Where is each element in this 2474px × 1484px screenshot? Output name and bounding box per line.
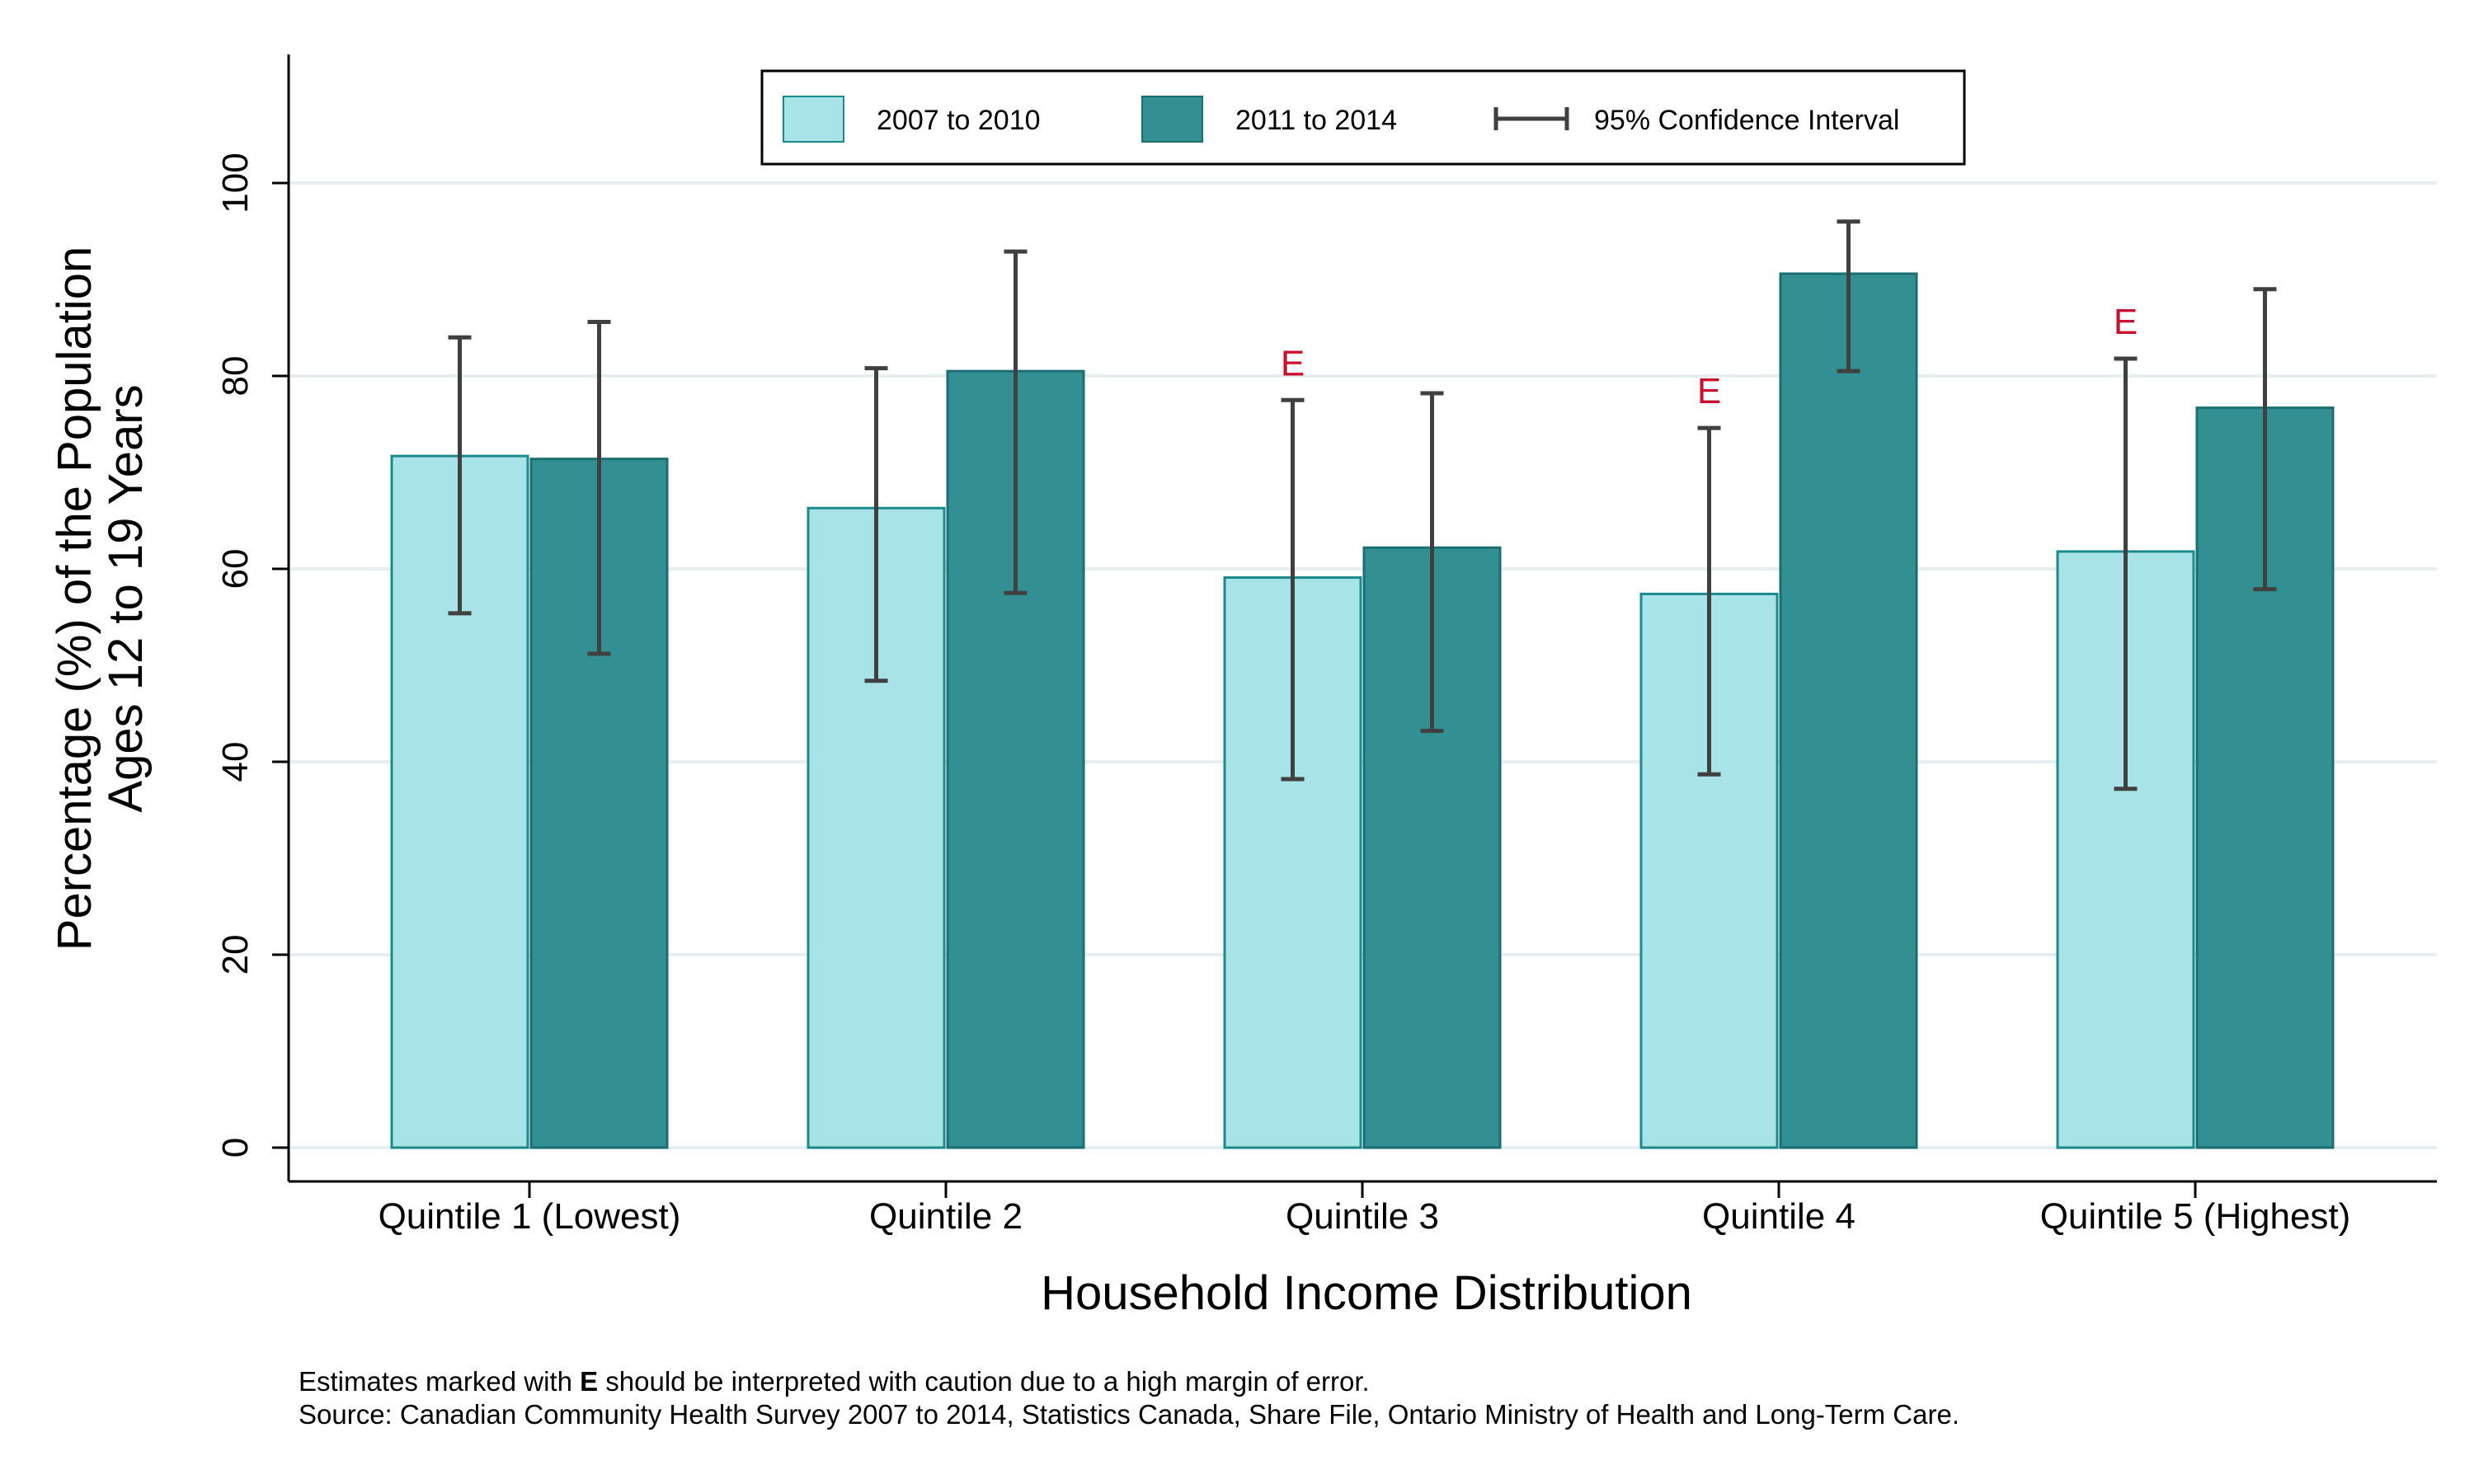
ci-series-1-3 — [1281, 397, 1305, 782]
footnote-suffix: should be interpreted with caution due t… — [598, 1366, 1370, 1397]
estimate-flag-5: E — [2114, 302, 2138, 342]
ci-series-2-3 — [1420, 391, 1444, 734]
y-tick-labels: 0 20 40 60 80 100 — [215, 153, 256, 1158]
y-axis-title-line-2: Ages 12 to 19 Years — [99, 384, 153, 812]
y-tick-label: 80 — [215, 356, 256, 397]
x-tick-label: Quintile 4 — [1702, 1196, 1856, 1237]
ci-series-1-5 — [2114, 356, 2138, 791]
legend-label-series-1: 2007 to 2010 — [877, 105, 1041, 136]
axes — [272, 54, 2437, 1198]
estimate-flag-4: E — [1697, 371, 1721, 411]
legend-label-ci: 95% Confidence Interval — [1594, 105, 1899, 136]
y-tick-label: 0 — [215, 1138, 256, 1158]
y-axis-title-line-1: Percentage (%) of the Population — [48, 247, 101, 951]
y-axis-title: Percentage (%) of the Population Ages 12… — [48, 247, 153, 951]
bar-series-2-4 — [1779, 272, 1918, 1149]
estimate-flags: E E E — [1281, 302, 2138, 411]
ci-series-1-2 — [864, 366, 888, 683]
bars — [390, 272, 2335, 1149]
ci-series-1-4 — [1697, 425, 1721, 777]
y-tick-label: 60 — [215, 549, 256, 589]
ci-series-2-5 — [2253, 287, 2277, 592]
legend-swatch-series-2 — [1141, 96, 1203, 143]
x-tick-label: Quintile 3 — [1286, 1196, 1439, 1237]
estimate-flag-3: E — [1281, 343, 1305, 383]
y-tick-label: 20 — [215, 935, 256, 975]
x-tick-label: Quintile 2 — [869, 1196, 1023, 1237]
legend: 2007 to 2010 2011 to 2014 95% Confidence… — [760, 69, 1966, 166]
confidence-intervals — [448, 219, 2277, 791]
footnote-prefix: Estimates marked with — [299, 1366, 581, 1397]
footnote-source: Source: Canadian Community Health Survey… — [299, 1399, 1959, 1430]
legend-ci-marker — [1493, 107, 1569, 130]
x-tick-label: Quintile 5 (Highest) — [2040, 1196, 2351, 1237]
y-tick-label: 40 — [215, 742, 256, 782]
legend-swatch-series-1 — [783, 96, 844, 143]
ci-series-2-2 — [1004, 249, 1028, 595]
y-tick-label: 100 — [215, 153, 256, 213]
legend-box — [760, 69, 1966, 166]
ci-series-2-1 — [587, 319, 611, 656]
legend-label-series-2: 2011 to 2014 — [1235, 105, 1397, 136]
ci-series-2-4 — [1837, 219, 1860, 373]
footnote-caution: Estimates marked with E should be interp… — [299, 1366, 1370, 1397]
x-tick-labels: Quintile 1 (Lowest) Quintile 2 Quintile 3 Q… — [379, 1196, 2351, 1237]
x-axis-title: Household Income Distribution — [1041, 1266, 1692, 1320]
ci-series-1-1 — [448, 335, 472, 616]
footnote-flag: E — [580, 1366, 599, 1397]
x-tick-label: Quintile 1 (Lowest) — [379, 1196, 681, 1237]
